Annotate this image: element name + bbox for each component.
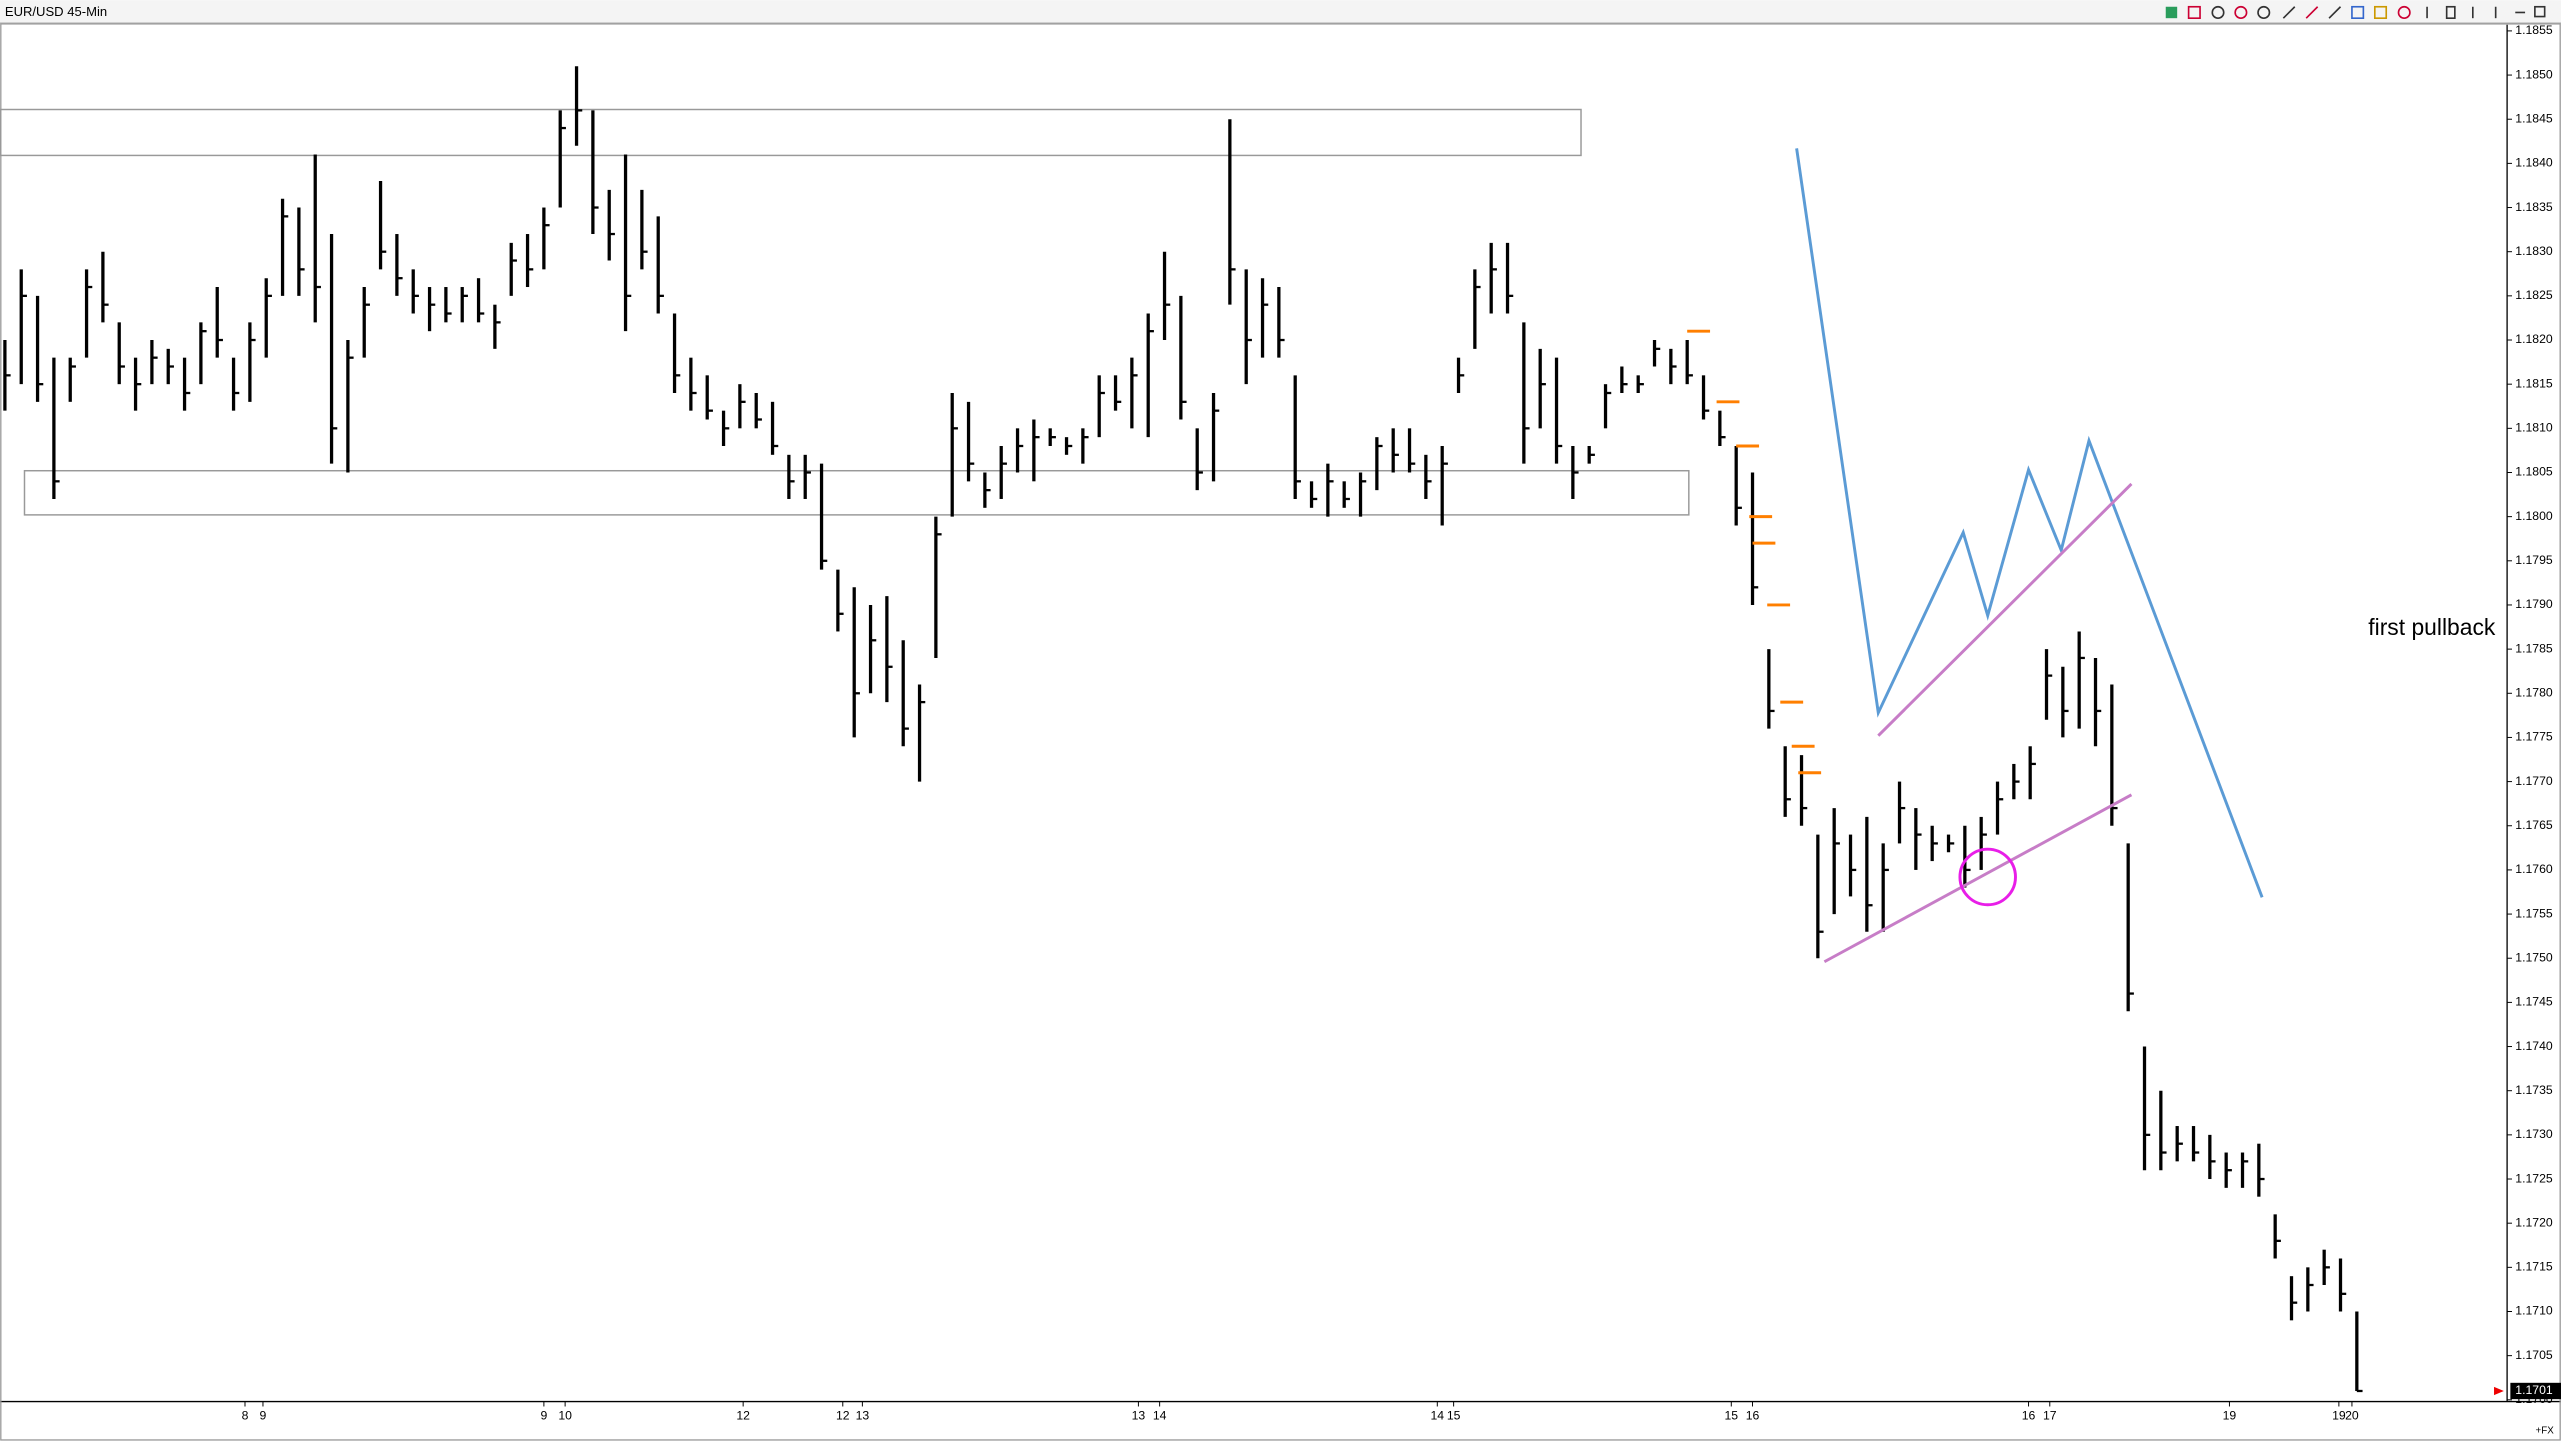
toolbar — [0, 0, 2561, 24]
y-tick-label: 1.1820 — [2515, 332, 2553, 346]
zone — [23, 469, 1690, 516]
tool-icon[interactable] — [2328, 6, 2342, 19]
tool-icon[interactable] — [2445, 5, 2456, 20]
y-tick-label: 1.1720 — [2515, 1215, 2553, 1229]
y-tick-label: 1.1780 — [2515, 686, 2553, 700]
x-tick-label: 9 — [260, 1409, 267, 1423]
y-tick-label: 1.1740 — [2515, 1039, 2553, 1053]
tool-icon[interactable] — [2305, 6, 2319, 19]
x-tick-label: 20 — [2345, 1409, 2359, 1423]
highlight-circle — [1958, 847, 2017, 907]
x-tick-label: 15 — [1447, 1409, 1461, 1423]
trend-line — [1877, 482, 2133, 737]
y-tick-label: 1.1775 — [2515, 730, 2553, 744]
y-tick-label: 1.1730 — [2515, 1127, 2553, 1141]
tool-icon[interactable] — [2257, 5, 2271, 20]
y-tick-label: 1.1750 — [2515, 950, 2553, 964]
trend-line — [1795, 148, 2264, 898]
x-tick-label: 13 — [856, 1409, 870, 1423]
y-tick-label: 1.1790 — [2515, 597, 2553, 611]
y-tick-label: 1.1725 — [2515, 1171, 2553, 1185]
y-tick-label: 1.1795 — [2515, 553, 2553, 567]
y-tick-label: 1.1800 — [2515, 509, 2553, 523]
tool-icon[interactable] — [2282, 6, 2296, 19]
last-price-box — [2510, 1382, 2561, 1400]
last-price-arrow — [2494, 1386, 2504, 1396]
y-tick-label: 1.1845 — [2515, 111, 2553, 125]
y-tick-label: 1.1855 — [2515, 23, 2553, 37]
frame — [0, 23, 2561, 1441]
annotation: first pullback — [2368, 614, 2496, 640]
x-tick-label: 14 — [1430, 1409, 1444, 1423]
y-tick-label: 1.1805 — [2515, 465, 2553, 479]
y-tick-label: 1.1810 — [2515, 421, 2553, 435]
tool-icon[interactable] — [2187, 5, 2201, 20]
x-tick-label: 17 — [2043, 1409, 2057, 1423]
chart-title: EUR/USD 45-Min — [5, 4, 107, 19]
tool-icon[interactable] — [2234, 5, 2248, 20]
tool-icon[interactable] — [2397, 5, 2411, 20]
y-tick-label: 1.1770 — [2515, 774, 2553, 788]
y-tick-label: 1.1850 — [2515, 67, 2553, 81]
y-tick-label: 1.1760 — [2515, 862, 2553, 876]
y-tick-label: 1.1710 — [2515, 1304, 2553, 1318]
x-tick-label: 15 — [1724, 1409, 1738, 1423]
tool-icon[interactable] — [2351, 5, 2365, 20]
y-tick-label: 1.1840 — [2515, 156, 2553, 170]
x-tick-label: 12 — [836, 1409, 850, 1423]
x-tick-label: 9 — [540, 1409, 547, 1423]
y-tick-label: 1.1835 — [2515, 200, 2553, 214]
y-tick-label: 1.1785 — [2515, 641, 2553, 655]
y-tick-label: 1.1735 — [2515, 1083, 2553, 1097]
x-tick-label: 16 — [1746, 1409, 1760, 1423]
y-tick-label: 1.1705 — [2515, 1348, 2553, 1362]
x-tick-label: 19 — [2223, 1409, 2237, 1423]
tool-icon[interactable] — [2165, 6, 2178, 19]
x-tick-label: 10 — [558, 1409, 572, 1423]
tool-icon[interactable] — [2373, 5, 2388, 20]
x-tick-label: 16 — [2022, 1409, 2036, 1423]
footer-label: +FX — [2536, 1426, 2555, 1437]
x-tick-label: 13 — [1132, 1409, 1146, 1423]
y-tick-label: 1.1815 — [2515, 376, 2553, 390]
tool-icon[interactable] — [2211, 5, 2225, 20]
x-tick-label: 19 — [2332, 1409, 2346, 1423]
trend-line — [1823, 793, 2133, 964]
y-tick-label: 1.1715 — [2515, 1260, 2553, 1274]
last-price-label: 1.1701 — [2515, 1383, 2553, 1397]
y-tick-label: 1.1765 — [2515, 818, 2553, 832]
toolbar-icons — [2165, 5, 2546, 20]
y-tick-label: 1.1825 — [2515, 288, 2553, 302]
x-tick-label: 8 — [242, 1409, 249, 1423]
y-tick-label: 1.1755 — [2515, 906, 2553, 920]
y-tick-label: 1.1745 — [2515, 995, 2553, 1009]
x-tick-label: 14 — [1153, 1409, 1167, 1423]
tool-icon[interactable] — [2534, 5, 2546, 18]
y-tick-label: 1.1830 — [2515, 244, 2553, 258]
zone — [0, 108, 1582, 157]
x-tick-label: 12 — [736, 1409, 750, 1423]
